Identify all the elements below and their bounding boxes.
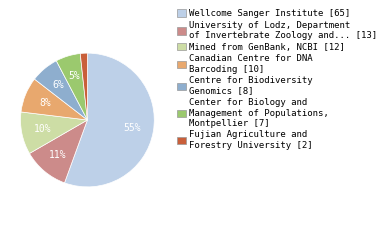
Text: 11%: 11% [49, 150, 67, 160]
Text: 5%: 5% [68, 72, 80, 82]
Wedge shape [80, 53, 87, 120]
Text: 10%: 10% [34, 124, 52, 134]
Text: 6%: 6% [52, 80, 64, 90]
Wedge shape [30, 120, 87, 183]
Text: 8%: 8% [40, 98, 51, 108]
Wedge shape [21, 79, 87, 120]
Legend: Wellcome Sanger Institute [65], University of Lodz, Department
of Invertebrate Z: Wellcome Sanger Institute [65], Universi… [177, 9, 377, 150]
Wedge shape [35, 61, 87, 120]
Wedge shape [65, 53, 154, 187]
Text: 55%: 55% [124, 123, 141, 133]
Wedge shape [21, 112, 87, 153]
Wedge shape [56, 54, 87, 120]
